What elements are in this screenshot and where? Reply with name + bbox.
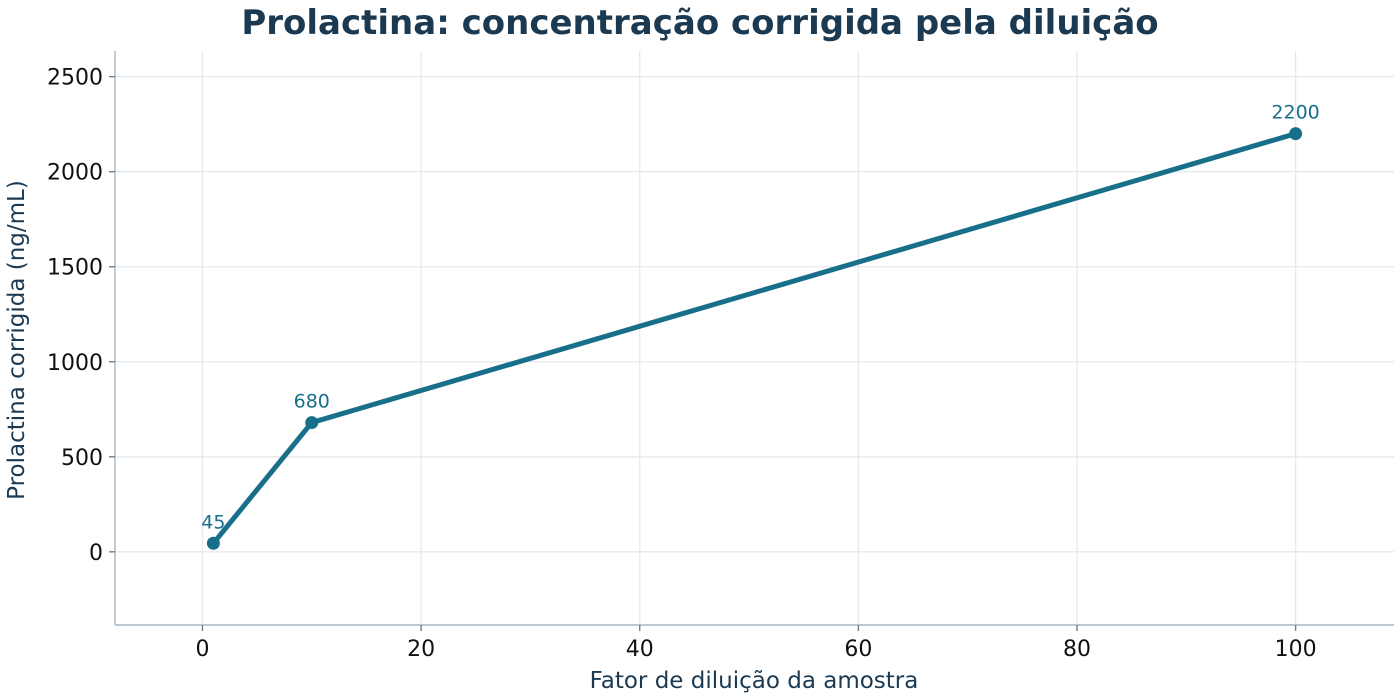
data-point	[1289, 127, 1303, 141]
data-point	[206, 536, 220, 550]
data-label: 45	[201, 511, 225, 533]
x-tick-label: 100	[1275, 637, 1317, 662]
y-tick-label: 0	[89, 541, 103, 566]
y-tick-label: 500	[61, 446, 103, 471]
series: 45 680 2200	[201, 102, 1320, 550]
data-point	[305, 416, 319, 430]
x-tick-label: 40	[626, 637, 654, 662]
x-tick-label: 80	[1063, 637, 1091, 662]
x-tick-label: 20	[407, 637, 435, 662]
grid	[115, 51, 1394, 625]
x-axis-ticks: 0 20 40 60 80 100	[195, 625, 1317, 662]
x-axis-label: Fator de diluição da amostra	[590, 668, 919, 694]
chart-title: Prolactina: concentração corrigida pela …	[241, 3, 1158, 43]
y-axis-ticks: 0 500 1000 1500 2000 2500	[47, 66, 115, 566]
x-tick-label: 60	[844, 637, 872, 662]
y-tick-label: 1000	[47, 351, 103, 376]
y-tick-label: 2000	[47, 161, 103, 186]
y-tick-label: 1500	[47, 256, 103, 281]
data-label: 680	[294, 391, 330, 413]
data-label: 2200	[1271, 102, 1319, 124]
x-tick-label: 0	[195, 637, 209, 662]
y-tick-label: 2500	[47, 66, 103, 91]
series-line	[210, 131, 1299, 546]
y-axis-label: Prolactina corrigida (ng/mL)	[4, 180, 30, 500]
